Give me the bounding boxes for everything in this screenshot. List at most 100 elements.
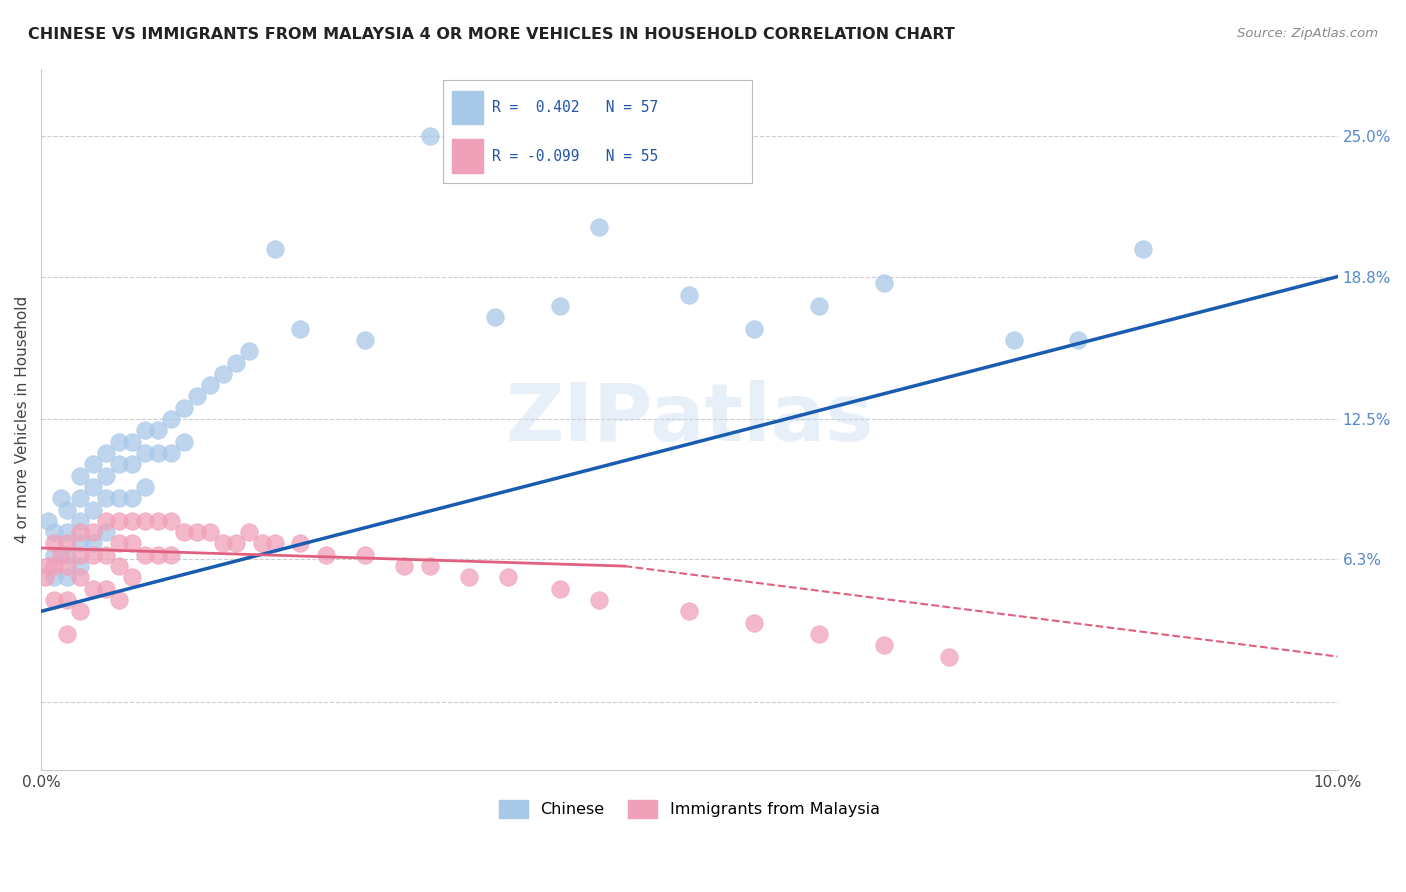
Point [34,570,56,584]
Point [121,570,143,584]
Point [198,525,221,540]
Point [250,536,273,550]
Point [263,243,285,257]
Point [173,525,195,540]
Point [56,570,79,584]
Point [873,277,896,291]
Point [108,458,131,472]
Point [134,548,156,562]
Point [159,412,181,426]
Point [159,548,181,562]
Point [134,514,156,528]
Point [121,536,143,550]
Point [146,548,169,562]
Point [742,615,765,630]
Point [290,536,312,550]
Point [392,559,415,574]
Point [548,582,571,596]
Point [808,299,831,313]
Point [108,536,131,550]
Point [42,536,65,550]
Point [588,593,610,607]
Point [263,536,285,550]
Point [82,480,104,494]
Point [211,536,233,550]
Point [56,627,79,641]
Point [56,536,79,550]
Point [69,491,91,506]
Point [108,593,131,607]
Point [186,389,208,403]
Point [159,514,181,528]
Point [238,344,260,359]
Point [42,570,65,584]
Point [458,570,481,584]
Point [94,514,117,528]
Point [938,649,960,664]
Point [49,548,72,562]
Text: Source: ZipAtlas.com: Source: ZipAtlas.com [1237,27,1378,40]
Point [121,514,143,528]
Point [108,434,131,449]
Bar [453,91,484,124]
Text: ZIPatlas: ZIPatlas [505,380,873,458]
Point [56,559,79,574]
Point [69,468,91,483]
Point [94,548,117,562]
Point [121,458,143,472]
Text: CHINESE VS IMMIGRANTS FROM MALAYSIA 4 OR MORE VEHICLES IN HOUSEHOLD CORRELATION : CHINESE VS IMMIGRANTS FROM MALAYSIA 4 OR… [28,27,955,42]
Point [56,502,79,516]
Point [1067,333,1090,347]
Point [69,548,91,562]
Point [121,491,143,506]
Point [134,446,156,460]
Point [173,434,195,449]
Point [108,559,131,574]
Point [82,525,104,540]
Point [419,129,441,144]
Point [808,627,831,641]
Point [69,604,91,618]
Point [146,446,169,460]
Point [290,321,312,335]
Point [704,163,727,178]
Bar [453,139,484,173]
Point [315,548,337,562]
Point [678,604,700,618]
Text: R = -0.099   N = 55: R = -0.099 N = 55 [492,149,658,164]
Point [69,570,91,584]
Point [146,424,169,438]
Point [82,536,104,550]
Point [134,424,156,438]
Point [225,536,247,550]
Point [211,367,233,381]
Point [56,593,79,607]
Point [56,548,79,562]
Point [42,593,65,607]
Point [42,548,65,562]
Point [82,502,104,516]
Point [873,638,896,652]
Point [548,299,571,313]
Point [69,514,91,528]
Point [108,514,131,528]
Point [42,559,65,574]
Point [69,559,91,574]
Point [1132,243,1154,257]
Point [49,491,72,506]
Point [94,468,117,483]
Legend: Chinese, Immigrants from Malaysia: Chinese, Immigrants from Malaysia [492,794,886,825]
Point [159,446,181,460]
Point [42,525,65,540]
Point [1002,333,1025,347]
Point [146,514,169,528]
Text: R =  0.402   N = 57: R = 0.402 N = 57 [492,101,658,115]
Point [94,446,117,460]
Point [69,536,91,550]
Point [82,548,104,562]
Point [94,525,117,540]
Point [56,525,79,540]
Point [742,321,765,335]
Point [82,458,104,472]
Point [419,559,441,574]
